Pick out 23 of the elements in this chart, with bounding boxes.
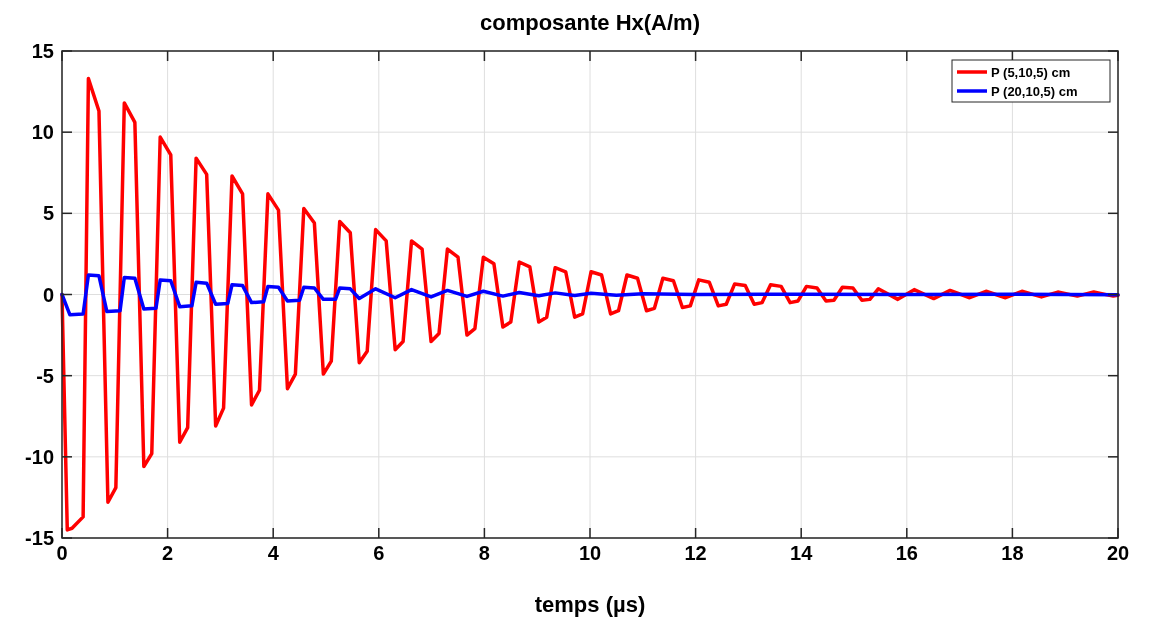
x-tick-label: 6: [373, 542, 385, 564]
y-tick-label: 15: [31, 40, 54, 62]
x-tick-label: 20: [1106, 542, 1130, 564]
line-series: [60, 273, 1120, 317]
x-tick-label: 10: [578, 542, 602, 564]
x-tick-label: 0: [56, 542, 68, 564]
chart-title: composante Hx(A/m): [479, 10, 701, 35]
x-tick-label: 2: [162, 542, 174, 564]
y-tick-label: 5: [42, 202, 54, 225]
x-tick-label: 8: [478, 542, 490, 564]
x-tick-label: 12: [684, 542, 707, 564]
x-axis-title: temps (µs): [534, 592, 646, 617]
y-tick-label: 0: [42, 283, 54, 306]
y-tick-label: -10: [25, 445, 54, 468]
x-tick-label: 16: [895, 542, 918, 564]
y-tick-label: -5: [36, 364, 54, 387]
legend-label: P (20,10,5) cm: [991, 83, 1078, 99]
legend-label: P (5,10,5) cm: [991, 64, 1071, 80]
y-tick-label: 10: [31, 121, 54, 144]
y-tick-label: -15: [25, 527, 54, 549]
x-tick-label: 14: [790, 542, 814, 564]
x-tick-label: 18: [1001, 542, 1024, 564]
x-tick-label: 4: [267, 542, 280, 564]
